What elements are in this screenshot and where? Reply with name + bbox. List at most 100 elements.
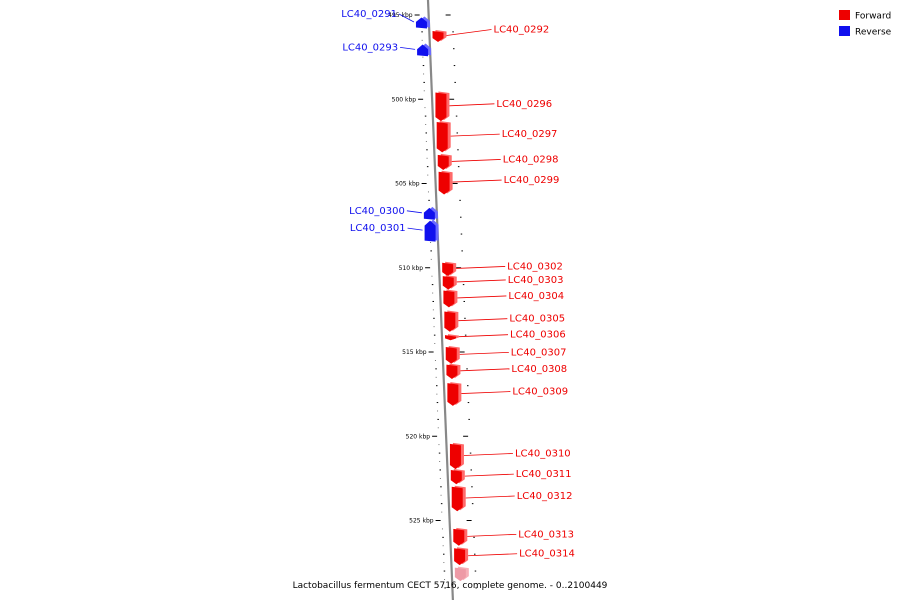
- genome-caption: Lactobacillus fermentum CECT 5716, compl…: [293, 581, 608, 591]
- gene-leader-line: [465, 495, 515, 499]
- gene-LC40_0293: [417, 43, 432, 57]
- gene-label: LC40_0312: [517, 491, 573, 502]
- gene-body: [447, 383, 459, 406]
- gene-LC40_0311: [450, 468, 465, 485]
- gene-body: [423, 207, 435, 220]
- gene-body: [445, 346, 457, 364]
- gene-leader-line: [406, 210, 422, 214]
- gene-label: LC40_0303: [508, 275, 564, 286]
- gene-leader-line: [457, 295, 507, 299]
- gene-leader-line: [460, 368, 510, 372]
- gene-LC40_0301: [424, 219, 439, 242]
- gene-label: LC40_0297: [502, 129, 558, 140]
- gene-body: [432, 31, 444, 42]
- gene-leader-line: [456, 279, 506, 283]
- gene-body: [445, 335, 457, 341]
- gene-body: [435, 92, 447, 122]
- gene-label: LC40_0308: [511, 364, 567, 375]
- legend: Forward Reverse: [839, 10, 892, 38]
- gene-LC40_0307: [445, 345, 460, 364]
- gene-label: LC40_0310: [515, 448, 571, 459]
- backbone-line: [426, 0, 454, 600]
- gene-leader-line: [451, 159, 501, 162]
- gene-body: [442, 262, 454, 277]
- gene-LC40_0306: [445, 334, 460, 341]
- gene-body: [438, 171, 450, 195]
- kbp-tick-label: 515 kbp: [402, 349, 427, 356]
- gene-LC40_0312: [451, 485, 466, 512]
- gene-body: [417, 44, 429, 57]
- gene-layer: [415, 16, 469, 582]
- gene-leader-line: [407, 227, 423, 231]
- gene-label: LC40_0293: [342, 42, 398, 53]
- gene-body: [449, 443, 461, 470]
- chromosome-backbone: [426, 0, 454, 600]
- gene-label: LC40_0304: [508, 291, 564, 302]
- gene-label: LC40_0300: [349, 206, 405, 217]
- gene-LC40_0309: [447, 382, 462, 406]
- gene-label: LC40_0301: [350, 223, 406, 234]
- gene-body: [453, 528, 465, 546]
- gene-label: LC40_0314: [519, 549, 575, 560]
- gene-LC40_0299: [438, 170, 453, 195]
- gene-body: [454, 567, 466, 582]
- gene-leader-line: [461, 391, 511, 394]
- gene-body: [451, 486, 463, 512]
- gene-label: LC40_0306: [510, 330, 566, 341]
- gene-leader-line: [456, 266, 506, 269]
- gene-leader-line: [458, 334, 509, 338]
- kbp-tick-label: 500 kbp: [392, 96, 417, 103]
- gene-label-layer: LC40_0291 LC40_0292 LC40_0293 LC40_0296 LC40…: [341, 9, 575, 560]
- gene-label: LC40_0309: [512, 387, 568, 398]
- gene-label: LC40_0302: [507, 261, 563, 272]
- gene-leader-line: [450, 133, 500, 137]
- gene-LC40_0313: [453, 527, 468, 546]
- kbp-tick-layer: 495 kbp 500 kbp 505 kbp 510 kbp 515 kbp 520 k…: [388, 12, 477, 589]
- gene-LC40_0310: [449, 442, 464, 470]
- gene-LC40_0296: [435, 91, 450, 122]
- gene-LC40_0308: [446, 363, 461, 379]
- gene-LC40_0292: [432, 30, 447, 42]
- gene-label: LC40_0296: [496, 99, 552, 110]
- gene-body: [437, 154, 449, 171]
- gene-leader-line: [449, 103, 495, 107]
- kbp-tick-label: 510 kbp: [399, 265, 424, 272]
- kbp-tick-label: 520 kbp: [406, 433, 431, 440]
- kbp-tick-label: 505 kbp: [395, 181, 420, 188]
- gene-leader-line: [468, 553, 518, 557]
- gene-leader-line: [463, 453, 513, 456]
- gene-label: LC40_0305: [509, 314, 565, 325]
- gene-body: [450, 469, 462, 485]
- gene-label: LC40_0313: [518, 529, 574, 540]
- gene-body: [442, 276, 454, 290]
- gene-body: [424, 220, 436, 242]
- gene-label: LC40_0299: [504, 175, 560, 186]
- legend-reverse-label: Reverse: [855, 28, 892, 38]
- gene-leader-line: [446, 29, 492, 36]
- gene-LC40_0302: [442, 261, 457, 277]
- gene-LC40_0314: [454, 547, 469, 566]
- gene-body: [446, 364, 458, 379]
- gene-label: LC40_0298: [503, 154, 559, 165]
- gene-LC40_0291: [415, 16, 430, 29]
- gene-leader-line: [459, 351, 509, 355]
- gene-body: [454, 548, 466, 566]
- gene-LC40_0305: [444, 310, 459, 332]
- legend-forward-label: Forward: [855, 12, 891, 22]
- legend-forward-swatch: [839, 10, 850, 20]
- gene-label: LC40_0291: [341, 9, 397, 20]
- gene-leader-line: [467, 533, 517, 537]
- gene-body: [436, 121, 448, 153]
- kbp-tick-label: 495 kbp: [388, 12, 413, 19]
- gene-label: LC40_0292: [494, 24, 550, 35]
- gene-leader-line: [398, 13, 415, 23]
- gene-LC40_0304: [443, 289, 458, 308]
- gene-partial: [454, 566, 469, 582]
- gene-leader-line: [452, 179, 502, 183]
- gene-label: LC40_0311: [516, 469, 572, 480]
- gene-LC40_0297: [436, 120, 451, 153]
- gene-body: [443, 290, 455, 308]
- kbp-tick-label: 525 kbp: [409, 518, 434, 525]
- gene-leader-line: [464, 473, 514, 477]
